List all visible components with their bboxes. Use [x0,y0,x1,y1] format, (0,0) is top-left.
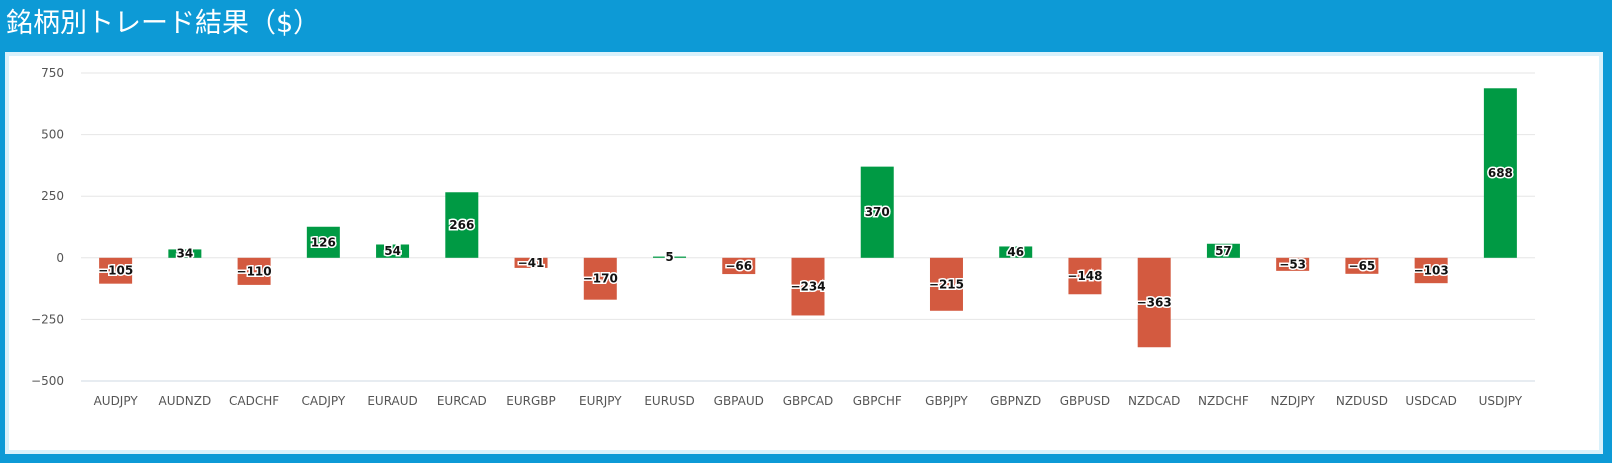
bar [791,257,825,316]
data-label: −41 [518,256,545,270]
x-axis-labels: AUDJPY AUDNZD CADCHF CADJPY EURAUD EURCAD EURG… [94,394,1523,408]
data-label: −65 [1349,259,1376,273]
bars [99,88,1517,348]
x-tick-label: GBPCAD [783,394,834,408]
bar [1276,257,1310,271]
data-label: −363 [1137,296,1172,310]
data-label: 370 [865,205,890,219]
x-tick-label: AUDNZD [159,394,212,408]
y-tick-label: −500 [31,374,64,388]
bar [306,226,340,258]
bar [860,166,894,258]
x-tick-label: NZDUSD [1336,394,1388,408]
data-label: −170 [583,272,618,286]
y-tick-label: 250 [41,189,64,203]
data-label: 46 [1007,245,1024,259]
x-tick-label: NZDJPY [1271,394,1316,408]
data-label: 126 [311,235,336,249]
bar [445,192,479,258]
bar [722,257,756,275]
data-label: 688 [1488,166,1513,180]
bar [237,257,271,285]
grid-lines [81,72,1535,382]
x-tick-label: EURJPY [579,394,622,408]
chart-title: 銘柄別トレード結果（$） [6,8,321,39]
x-tick-label: AUDJPY [94,394,139,408]
y-tick-label: 500 [41,128,64,142]
bar [999,246,1033,258]
chart-header: 銘柄別トレード結果（$） [0,0,1612,52]
x-tick-label: GBPNZD [990,394,1041,408]
data-label: 5 [665,250,673,264]
chart-panel: 750 500 250 0 −250 −500 AUDJPY AUDNZD CADCHF CAD… [5,52,1603,454]
bar [583,257,617,300]
bar [168,249,202,258]
x-tick-label: GBPUSD [1060,394,1110,408]
data-label: −103 [1414,263,1449,277]
x-tick-label: NZDCAD [1128,394,1180,408]
y-tick-label: −250 [31,312,64,326]
data-label: 266 [449,218,474,232]
y-tick-label: 0 [56,251,64,265]
data-label: −215 [929,277,964,291]
data-label: −105 [98,264,133,278]
bar-chart: 750 500 250 0 −250 −500 AUDJPY AUDNZD CADCHF CAD… [31,66,1535,408]
y-axis-ticks: 750 500 250 0 −250 −500 [31,66,64,388]
bar [1137,257,1171,348]
bar [99,257,133,284]
data-label: 57 [1215,244,1232,258]
data-label: 34 [177,247,194,261]
bar [1483,88,1517,258]
bar [1068,257,1102,295]
x-tick-label: EURAUD [367,394,417,408]
y-tick-label: 750 [41,66,64,80]
data-label: 54 [384,244,401,258]
data-labels: −105 34 −110 126 54 266 −41 −170 5 −66 −234 370 −215… [97,165,1515,311]
data-label: −148 [1067,269,1102,283]
data-label: −110 [237,264,272,278]
x-tick-label: CADCHF [229,394,279,408]
bar [1206,243,1240,258]
x-tick-label: USDJPY [1479,394,1523,408]
bar [1345,257,1379,274]
x-tick-label: EURGBP [506,394,555,408]
x-tick-label: CADJPY [301,394,345,408]
x-tick-label: USDCAD [1405,394,1456,408]
chart-area: 750 500 250 0 −250 −500 AUDJPY AUDNZD CADCHF CAD… [9,56,1599,450]
x-tick-label: GBPCHF [853,394,902,408]
bar [1414,257,1448,284]
data-label: −66 [725,259,752,273]
x-tick-label: GBPJPY [925,394,968,408]
bar [653,256,687,258]
x-tick-label: NZDCHF [1198,394,1249,408]
bar [376,244,410,258]
x-tick-label: EURUSD [644,394,694,408]
x-tick-label: GBPAUD [714,394,764,408]
bar [514,257,548,268]
bar [929,257,963,311]
data-label: −234 [790,280,825,294]
x-tick-label: EURCAD [437,394,487,408]
data-label: −53 [1279,257,1306,271]
